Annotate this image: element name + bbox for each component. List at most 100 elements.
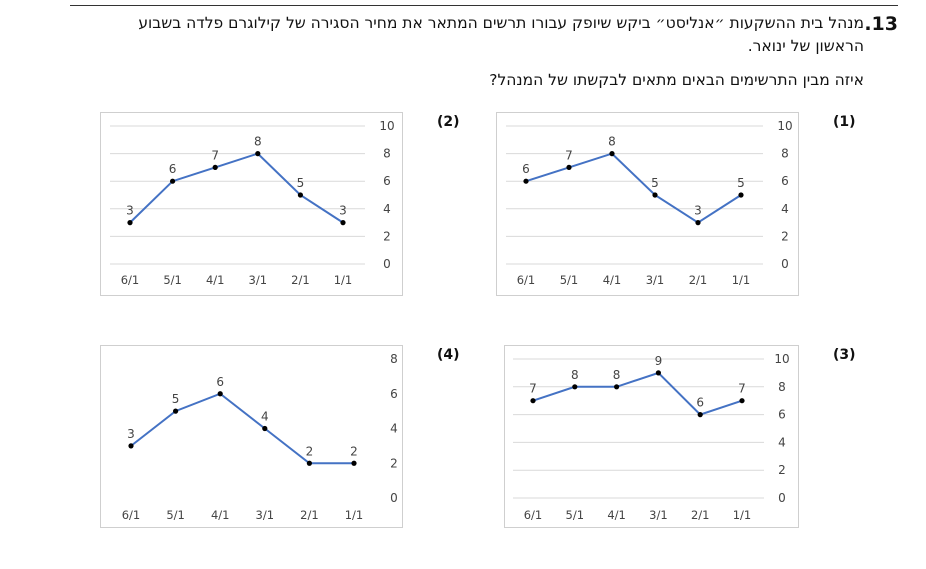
chart-3-data-label: 7	[738, 382, 746, 396]
chart-3-data-point	[530, 398, 536, 404]
chart-4-data-point	[351, 460, 357, 466]
chart-2-x-tick-label: 5/1	[163, 273, 182, 287]
chart-1-x-tick-label: 3/1	[646, 273, 665, 287]
chart-1-data-label: 5	[737, 176, 745, 190]
chart-3-data-label: 8	[613, 368, 621, 382]
chart-3-data-label: 9	[655, 354, 663, 368]
chart-2-data-label: 3	[339, 204, 347, 218]
chart-4-data-point	[262, 425, 268, 432]
chart-3-data-point	[572, 384, 578, 390]
chart-4-data-point	[306, 460, 312, 466]
chart-2-y-tick-label: 10	[379, 119, 394, 133]
chart-1-x-tick-label: 2/1	[689, 273, 708, 287]
chart-1-x-tick-label: 5/1	[560, 273, 579, 287]
chart-2-data-point	[340, 220, 346, 226]
chart-2-data-point	[170, 178, 176, 184]
chart-3-x-tick-label: 6/1	[524, 508, 543, 522]
chart-4-data-point	[173, 408, 179, 414]
chart-4-y-tick-label: 6	[390, 387, 398, 401]
option-label-3: (3)	[833, 347, 856, 363]
chart-3-data-point	[697, 412, 703, 418]
chart-4-x-tick-label: 5/1	[166, 508, 185, 522]
chart-1-data-label: 6	[522, 162, 530, 176]
chart-2-x-tick-label: 4/1	[206, 273, 225, 287]
chart-3-y-tick-label: 0	[778, 491, 786, 505]
chart-2-y-tick-label: 2	[383, 229, 391, 243]
chart-3-data-point	[739, 398, 745, 404]
option-label-1: (1)	[833, 114, 856, 130]
chart-2-y-tick-label: 8	[383, 147, 391, 161]
chart-3-x-tick-label: 5/1	[566, 508, 585, 522]
chart-4-x-tick-label: 1/1	[345, 508, 364, 522]
chart-4-x-tick-label: 2/1	[300, 508, 319, 522]
chart-1-data-point	[652, 192, 658, 198]
chart-1-data-point	[738, 192, 744, 198]
chart-3-x-tick-label: 4/1	[607, 508, 626, 522]
chart-1-data-point	[523, 178, 529, 184]
top-rule	[70, 5, 898, 6]
chart-2-y-tick-label: 4	[383, 202, 391, 216]
chart-1-data-point	[566, 164, 572, 170]
chart-1-x-tick-label: 4/1	[603, 273, 622, 287]
chart-4-series-line	[130, 392, 354, 465]
chart-2-x-tick-label: 2/1	[291, 273, 310, 287]
chart-1-x-tick-label: 1/1	[732, 273, 751, 287]
chart-1-data-label: 7	[565, 148, 573, 162]
chart-4-y-tick-label: 2	[390, 456, 398, 470]
question-number: .13	[864, 13, 898, 35]
chart-2-series-line	[129, 152, 344, 224]
question-prompt: איזה מבין התרשימים הבאים מתאים לבקשתו של…	[489, 71, 864, 89]
chart-2-data-label: 3	[126, 204, 134, 218]
chart-4-x-tick-label: 4/1	[211, 508, 230, 522]
chart-3-y-tick-label: 2	[778, 463, 786, 477]
chart-2-x-tick-label: 1/1	[334, 273, 353, 287]
chart-4-data-label: 2	[306, 444, 314, 458]
chart-4-data-label: 4	[261, 410, 269, 424]
chart-2-data-point	[127, 220, 133, 226]
chart-1-data-label: 3	[694, 204, 702, 218]
chart-1-data-point	[609, 151, 615, 157]
chart-3-data-label: 7	[529, 382, 537, 396]
chart-1-y-tick-label: 0	[781, 257, 789, 271]
chart-2-x-tick-label: 3/1	[249, 273, 268, 287]
option-label-2: (2)	[437, 114, 460, 130]
chart-1-y-tick-label: 8	[781, 147, 789, 161]
chart-4-y-tick-label: 0	[390, 491, 398, 505]
chart-3-y-tick-label: 4	[778, 435, 786, 449]
chart-4-data-point	[217, 391, 223, 397]
chart-3-x-tick-label: 2/1	[691, 508, 710, 522]
chart-4-data-label: 6	[216, 375, 224, 389]
chart-1-series-line	[525, 152, 742, 224]
chart-4-data-label: 5	[172, 392, 180, 406]
chart-3-y-tick-label: 10	[774, 352, 789, 366]
chart-2-frame	[100, 112, 403, 296]
chart-4-data-label: 2	[350, 444, 358, 458]
chart-2-data-point	[297, 192, 303, 198]
chart-1-data-label: 8	[608, 135, 616, 149]
chart-3-x-tick-label: 3/1	[649, 508, 668, 522]
chart-2-data-point	[255, 151, 261, 157]
chart-4-data-point	[128, 443, 134, 449]
chart-3-x-tick-label: 1/1	[733, 508, 752, 522]
chart-4-y-tick-label: 8	[390, 352, 398, 366]
chart-2-x-tick-label: 6/1	[121, 273, 140, 287]
chart-2-y-tick-label: 0	[383, 257, 391, 271]
chart-1-data-label: 5	[651, 176, 659, 190]
chart-4-x-tick-label: 3/1	[256, 508, 275, 522]
chart-1-y-tick-label: 4	[781, 202, 789, 216]
chart-3-y-tick-label: 8	[778, 380, 786, 394]
chart-3-series-line	[532, 371, 743, 416]
chart-4-x-tick-label: 6/1	[122, 508, 141, 522]
question-text: מנהל בית ההשקעות ״אנליסט״ ביקש שיופק עבו…	[138, 14, 864, 55]
chart-1-data-point	[695, 220, 701, 226]
chart-1-y-tick-label: 2	[781, 229, 789, 243]
chart-3-data-label: 8	[571, 368, 579, 382]
chart-1-frame	[496, 112, 799, 296]
chart-2-data-label: 5	[297, 176, 305, 190]
chart-3-y-tick-label: 6	[778, 408, 786, 422]
chart-2-data-label: 8	[254, 135, 262, 149]
chart-1-x-tick-label: 6/1	[517, 273, 536, 287]
chart-4-y-tick-label: 4	[390, 422, 398, 436]
chart-2-data-label: 6	[169, 162, 177, 176]
